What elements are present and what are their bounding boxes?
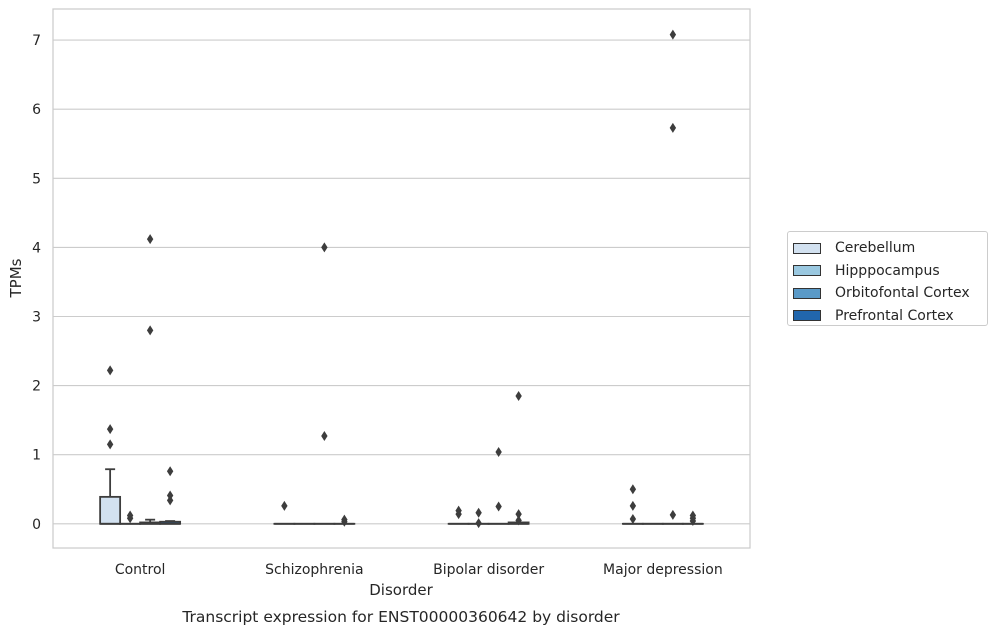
outlier-point bbox=[495, 446, 502, 457]
y-tick-labels: 0 1 2 3 4 5 6 7 bbox=[32, 33, 41, 533]
y-tick-label: 6 bbox=[32, 102, 41, 118]
legend-item: Prefrontal Cortex bbox=[793, 305, 987, 328]
box-group bbox=[313, 242, 336, 525]
y-axis-title: TPMs bbox=[7, 258, 25, 298]
outlier-point bbox=[166, 490, 174, 501]
outlier-point bbox=[475, 507, 482, 518]
legend-swatch bbox=[793, 265, 821, 277]
outlier-point bbox=[321, 431, 328, 442]
outlier-point bbox=[495, 501, 502, 512]
box-group bbox=[139, 234, 162, 525]
y-tick-label: 1 bbox=[32, 448, 41, 464]
box-group bbox=[447, 505, 470, 525]
outlier-point bbox=[515, 390, 522, 401]
legend-label: Orbitofontal Cortex bbox=[835, 285, 970, 302]
outlier-point bbox=[669, 122, 677, 133]
box-group bbox=[273, 500, 296, 525]
outlier-point bbox=[455, 505, 462, 516]
box-group bbox=[621, 484, 644, 525]
outlier-point bbox=[321, 242, 328, 253]
box-group bbox=[333, 514, 356, 527]
box-body bbox=[99, 495, 122, 525]
outlier-point bbox=[126, 510, 134, 521]
box-group bbox=[467, 507, 490, 529]
x-tick-labels: Control Schizophrenia Bipolar disorder Majo… bbox=[115, 562, 723, 578]
box-group bbox=[119, 510, 142, 525]
outlier-point bbox=[341, 514, 348, 525]
box-plots bbox=[99, 29, 704, 529]
legend-label: Cerebellum bbox=[835, 240, 916, 257]
outlier-point bbox=[106, 424, 114, 435]
legend-label: Prefrontal Cortex bbox=[835, 307, 954, 324]
x-tick-label: Bipolar disorder bbox=[433, 562, 544, 578]
outlier-point bbox=[629, 513, 637, 524]
x-tick-label: Schizophrenia bbox=[265, 562, 363, 578]
outlier-point bbox=[106, 439, 114, 450]
outlier-point bbox=[106, 365, 114, 376]
y-tick-label: 2 bbox=[32, 379, 41, 395]
box-group bbox=[487, 446, 510, 525]
outlier-point bbox=[281, 500, 288, 511]
outlier-point bbox=[515, 515, 522, 526]
legend-item: Orbitofontal Cortex bbox=[793, 282, 987, 305]
y-tick-label: 4 bbox=[32, 240, 41, 256]
outlier-point bbox=[669, 509, 677, 520]
outlier-point bbox=[515, 509, 522, 520]
legend-swatch bbox=[793, 310, 821, 322]
grid-lines bbox=[53, 39, 750, 525]
box-group bbox=[661, 29, 684, 525]
y-tick-label: 5 bbox=[32, 171, 41, 187]
legend: Cerebellum Hipppocampus Orbitofontal Corte… bbox=[787, 231, 988, 326]
x-tick-label: Control bbox=[115, 562, 166, 578]
outlier-point bbox=[146, 325, 154, 336]
legend-item: Cerebellum bbox=[793, 237, 987, 260]
y-tick-label: 7 bbox=[32, 33, 41, 49]
legend-item: Hipppocampus bbox=[793, 260, 987, 283]
legend-label: Hipppocampus bbox=[835, 262, 940, 279]
box-group bbox=[681, 510, 704, 527]
outlier-point bbox=[629, 484, 637, 495]
outlier-point bbox=[689, 510, 697, 521]
chart-caption: Transcript expression for ENST0000036064… bbox=[181, 608, 620, 626]
legend-swatch bbox=[793, 242, 821, 254]
outlier-point bbox=[475, 518, 482, 529]
legend-swatch bbox=[793, 287, 821, 299]
outlier-point bbox=[629, 500, 637, 511]
y-tick-label: 0 bbox=[32, 517, 41, 533]
outlier-point bbox=[166, 466, 174, 477]
box-group bbox=[507, 390, 530, 526]
box-group bbox=[99, 365, 122, 525]
plot-area-frame bbox=[52, 8, 751, 549]
outlier-point bbox=[146, 234, 154, 245]
x-axis-title: Disorder bbox=[369, 581, 433, 599]
x-tick-label: Major depression bbox=[603, 562, 723, 578]
outlier-point bbox=[669, 29, 677, 40]
box-group bbox=[159, 466, 182, 525]
y-tick-label: 3 bbox=[32, 310, 41, 326]
